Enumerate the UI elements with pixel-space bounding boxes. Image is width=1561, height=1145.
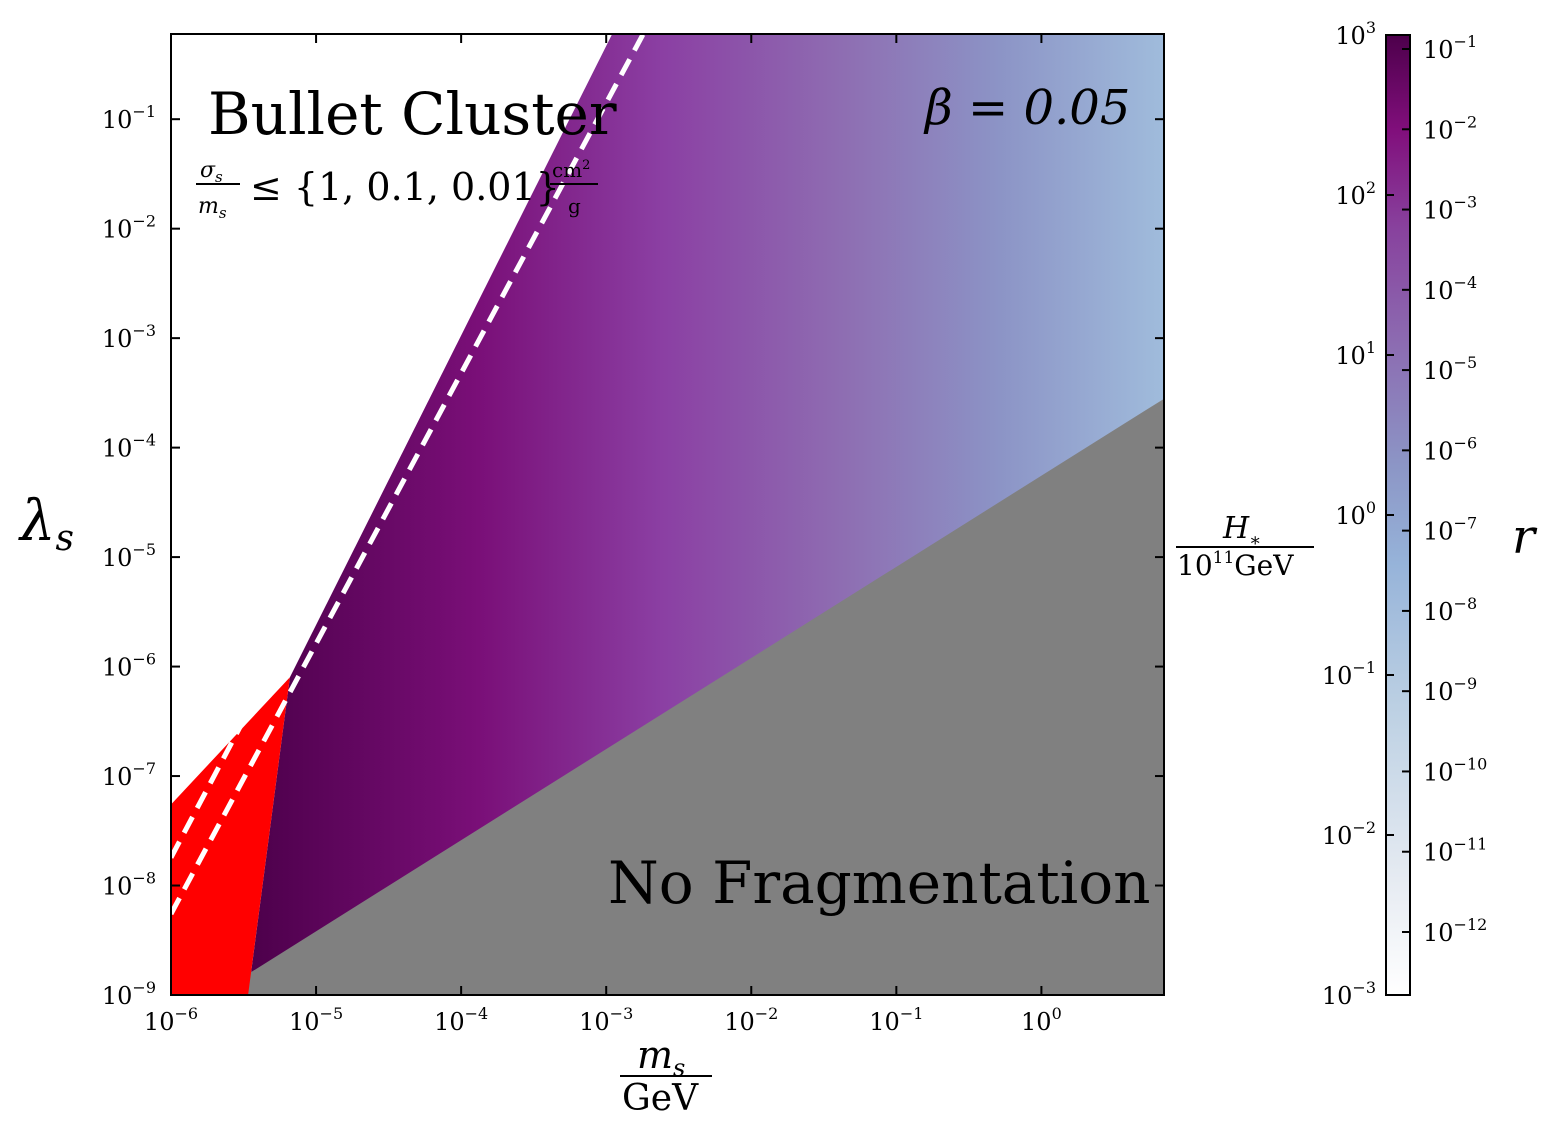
svg-text:≤ {1, 0.1, 0.01}: ≤ {1, 0.1, 0.01} — [250, 165, 560, 209]
excluded-red-region — [171, 677, 290, 995]
x-tick-label: 10−6 — [144, 1004, 198, 1036]
y-tick-label: 10−2 — [102, 212, 156, 244]
colorbar-left-tick-label: 10−3 — [1322, 978, 1376, 1010]
no-fragmentation-region — [171, 398, 1164, 995]
r-heatmap-region — [248, 34, 1164, 995]
bullet-cluster-constraint: σs ms ≤ {1, 0.1, 0.01} cm2 g — [196, 158, 598, 222]
colorbar-right-tick-label: 10−2 — [1423, 112, 1477, 144]
svg-text:ms: ms — [637, 1033, 685, 1082]
y-tick-label: 10−7 — [102, 759, 156, 791]
y-tick-label: 10−4 — [102, 431, 156, 463]
svg-text:g: g — [568, 194, 581, 218]
beta-annotation: β = 0.05 — [923, 80, 1130, 136]
y-tick-label: 10−6 — [102, 650, 156, 682]
y-tick-label: 10−1 — [102, 102, 156, 134]
x-tick-label: 100 — [1021, 1004, 1062, 1036]
y-tick-label: 10−8 — [102, 869, 156, 901]
colorbar-right-tick-label: 10−12 — [1423, 915, 1487, 947]
bullet-cluster-line-1 — [171, 34, 609, 859]
no-fragmentation-label: No Fragmentation — [608, 849, 1150, 917]
x-tick-label: 10−1 — [869, 1004, 923, 1036]
x-tick-label: 10−2 — [724, 1004, 778, 1036]
plot-frame — [170, 33, 1165, 996]
colorbar-left-tick-label: 100 — [1335, 498, 1376, 530]
svg-text:cm2: cm2 — [552, 158, 590, 182]
svg-text:σs: σs — [200, 158, 223, 186]
y-axis-label: λs — [18, 489, 74, 559]
y-tick-label: 10−9 — [102, 978, 156, 1010]
colorbar-right-tick-label: 10−8 — [1423, 594, 1477, 626]
svg-text:H∗: H∗ — [1222, 511, 1261, 551]
colorbar-left-tick-label: 10−1 — [1322, 658, 1376, 690]
colorbar-left-tick-label: 102 — [1335, 178, 1376, 210]
colorbar-right-tick-label: 10−10 — [1423, 754, 1487, 786]
svg-text:GeV: GeV — [622, 1078, 699, 1119]
colorbar-right-tick-label: 10−7 — [1423, 514, 1477, 546]
x-axis-label: ms GeV — [620, 1033, 712, 1119]
svg-text:ms: ms — [198, 194, 227, 222]
y-tick-label: 10−3 — [102, 321, 156, 353]
colorbar-left-axis-label: H∗ 1011GeV — [1176, 511, 1314, 582]
colorbar-right-tick-label: 10−5 — [1423, 353, 1477, 385]
colorbar-right-tick-label: 10−1 — [1423, 32, 1477, 64]
colorbar-left-tick-label: 101 — [1335, 338, 1376, 370]
colorbar-right-tick-label: 10−4 — [1423, 273, 1477, 305]
x-tick-label: 10−5 — [289, 1004, 343, 1036]
x-tick-label: 10−3 — [579, 1004, 633, 1036]
colorbar-r-label: r — [1512, 509, 1538, 565]
bullet-cluster-title: Bullet Cluster — [208, 80, 617, 148]
x-tick-label: 10−4 — [434, 1004, 488, 1036]
colorbar-right-tick-label: 10−3 — [1423, 193, 1477, 225]
svg-text:1011GeV: 1011GeV — [1177, 548, 1294, 582]
colorbar-left-tick-label: 10−2 — [1322, 818, 1376, 850]
colorbar-left-tick-label: 103 — [1335, 18, 1376, 50]
colorbar-right-tick-label: 10−6 — [1423, 433, 1477, 465]
y-tick-label: 10−5 — [102, 540, 156, 572]
colorbar-right-tick-label: 10−9 — [1423, 674, 1477, 706]
colorbar-right-tick-label: 10−11 — [1423, 835, 1487, 867]
